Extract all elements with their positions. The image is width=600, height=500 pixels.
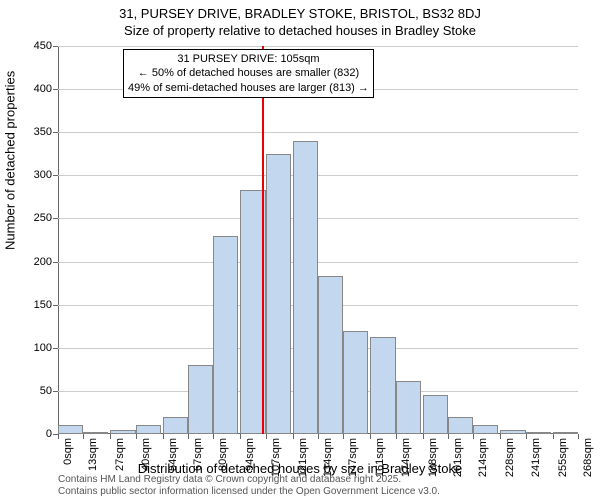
xtick-mark	[553, 434, 554, 439]
ytick-label: 300	[34, 169, 52, 181]
xtick-mark	[318, 434, 319, 439]
ytick-label: 150	[34, 299, 52, 311]
histogram-bar	[83, 432, 108, 434]
title-block: 31, PURSEY DRIVE, BRADLEY STOKE, BRISTOL…	[0, 6, 600, 38]
xtick-mark	[240, 434, 241, 439]
annotation-line-1: 31 PURSEY DRIVE: 105sqm	[128, 52, 369, 66]
xtick-mark	[526, 434, 527, 439]
ytick-label: 50	[40, 385, 52, 397]
plot-area: 0501001502002503003504004500sqm13sqm27sq…	[58, 46, 578, 434]
histogram-bar	[163, 417, 188, 434]
ytick-mark	[53, 46, 58, 47]
xtick-mark	[293, 434, 294, 439]
ytick-label: 0	[46, 428, 52, 440]
xtick-mark	[163, 434, 164, 439]
footer-line-2: Contains public sector information licen…	[58, 486, 440, 498]
ytick-mark	[53, 132, 58, 133]
histogram-bar	[396, 381, 421, 434]
ytick-mark	[53, 305, 58, 306]
xtick-mark	[370, 434, 371, 439]
ytick-label: 100	[34, 342, 52, 354]
footer-line-1: Contains HM Land Registry data © Crown c…	[58, 474, 440, 486]
histogram-bar	[370, 337, 395, 434]
annotation-line-3: 49% of semi-detached houses are larger (…	[128, 81, 369, 95]
histogram-bar	[343, 331, 368, 434]
histogram-bar	[188, 365, 213, 434]
histogram-bar	[423, 395, 448, 434]
title-subtitle: Size of property relative to detached ho…	[0, 23, 600, 38]
ytick-mark	[53, 175, 58, 176]
gridline	[58, 46, 578, 47]
xtick-mark	[423, 434, 424, 439]
chart-container: 31, PURSEY DRIVE, BRADLEY STOKE, BRISTOL…	[0, 0, 600, 500]
xtick-mark	[473, 434, 474, 439]
xtick-mark	[266, 434, 267, 439]
xtick-mark	[396, 434, 397, 439]
ytick-label: 350	[34, 126, 52, 138]
xtick-mark	[578, 434, 579, 439]
ytick-label: 250	[34, 212, 52, 224]
y-axis-line	[58, 46, 59, 434]
annotation-box: 31 PURSEY DRIVE: 105sqm← 50% of detached…	[123, 49, 374, 98]
ytick-mark	[53, 348, 58, 349]
gridline	[58, 218, 578, 219]
xtick-mark	[500, 434, 501, 439]
histogram-bar	[500, 430, 525, 434]
histogram-bar	[318, 276, 343, 434]
reference-marker-line	[262, 46, 264, 434]
histogram-bar	[266, 154, 291, 434]
ytick-label: 400	[34, 83, 52, 95]
histogram-bar	[110, 430, 135, 434]
xtick-mark	[110, 434, 111, 439]
gridline	[58, 262, 578, 263]
xtick-mark	[136, 434, 137, 439]
xtick-mark	[83, 434, 84, 439]
annotation-line-2: ← 50% of detached houses are smaller (83…	[128, 66, 369, 80]
xtick-mark	[58, 434, 59, 439]
histogram-bar	[473, 425, 498, 434]
ytick-label: 450	[34, 40, 52, 52]
y-axis-label: Number of detached properties	[3, 71, 18, 250]
ytick-mark	[53, 89, 58, 90]
gridline	[58, 175, 578, 176]
ytick-mark	[53, 218, 58, 219]
histogram-bar	[526, 432, 551, 434]
histogram-bar	[136, 425, 161, 434]
histogram-bar	[58, 425, 83, 434]
xtick-mark	[213, 434, 214, 439]
gridline	[58, 132, 578, 133]
xtick-mark	[448, 434, 449, 439]
histogram-bar	[293, 141, 318, 434]
histogram-bar	[448, 417, 473, 434]
ytick-mark	[53, 262, 58, 263]
histogram-bar	[553, 432, 578, 434]
histogram-bar	[213, 236, 238, 434]
attribution-footer: Contains HM Land Registry data © Crown c…	[58, 474, 440, 498]
ytick-label: 200	[34, 256, 52, 268]
ytick-mark	[53, 391, 58, 392]
xtick-mark	[343, 434, 344, 439]
title-address: 31, PURSEY DRIVE, BRADLEY STOKE, BRISTOL…	[0, 6, 600, 21]
xtick-mark	[188, 434, 189, 439]
